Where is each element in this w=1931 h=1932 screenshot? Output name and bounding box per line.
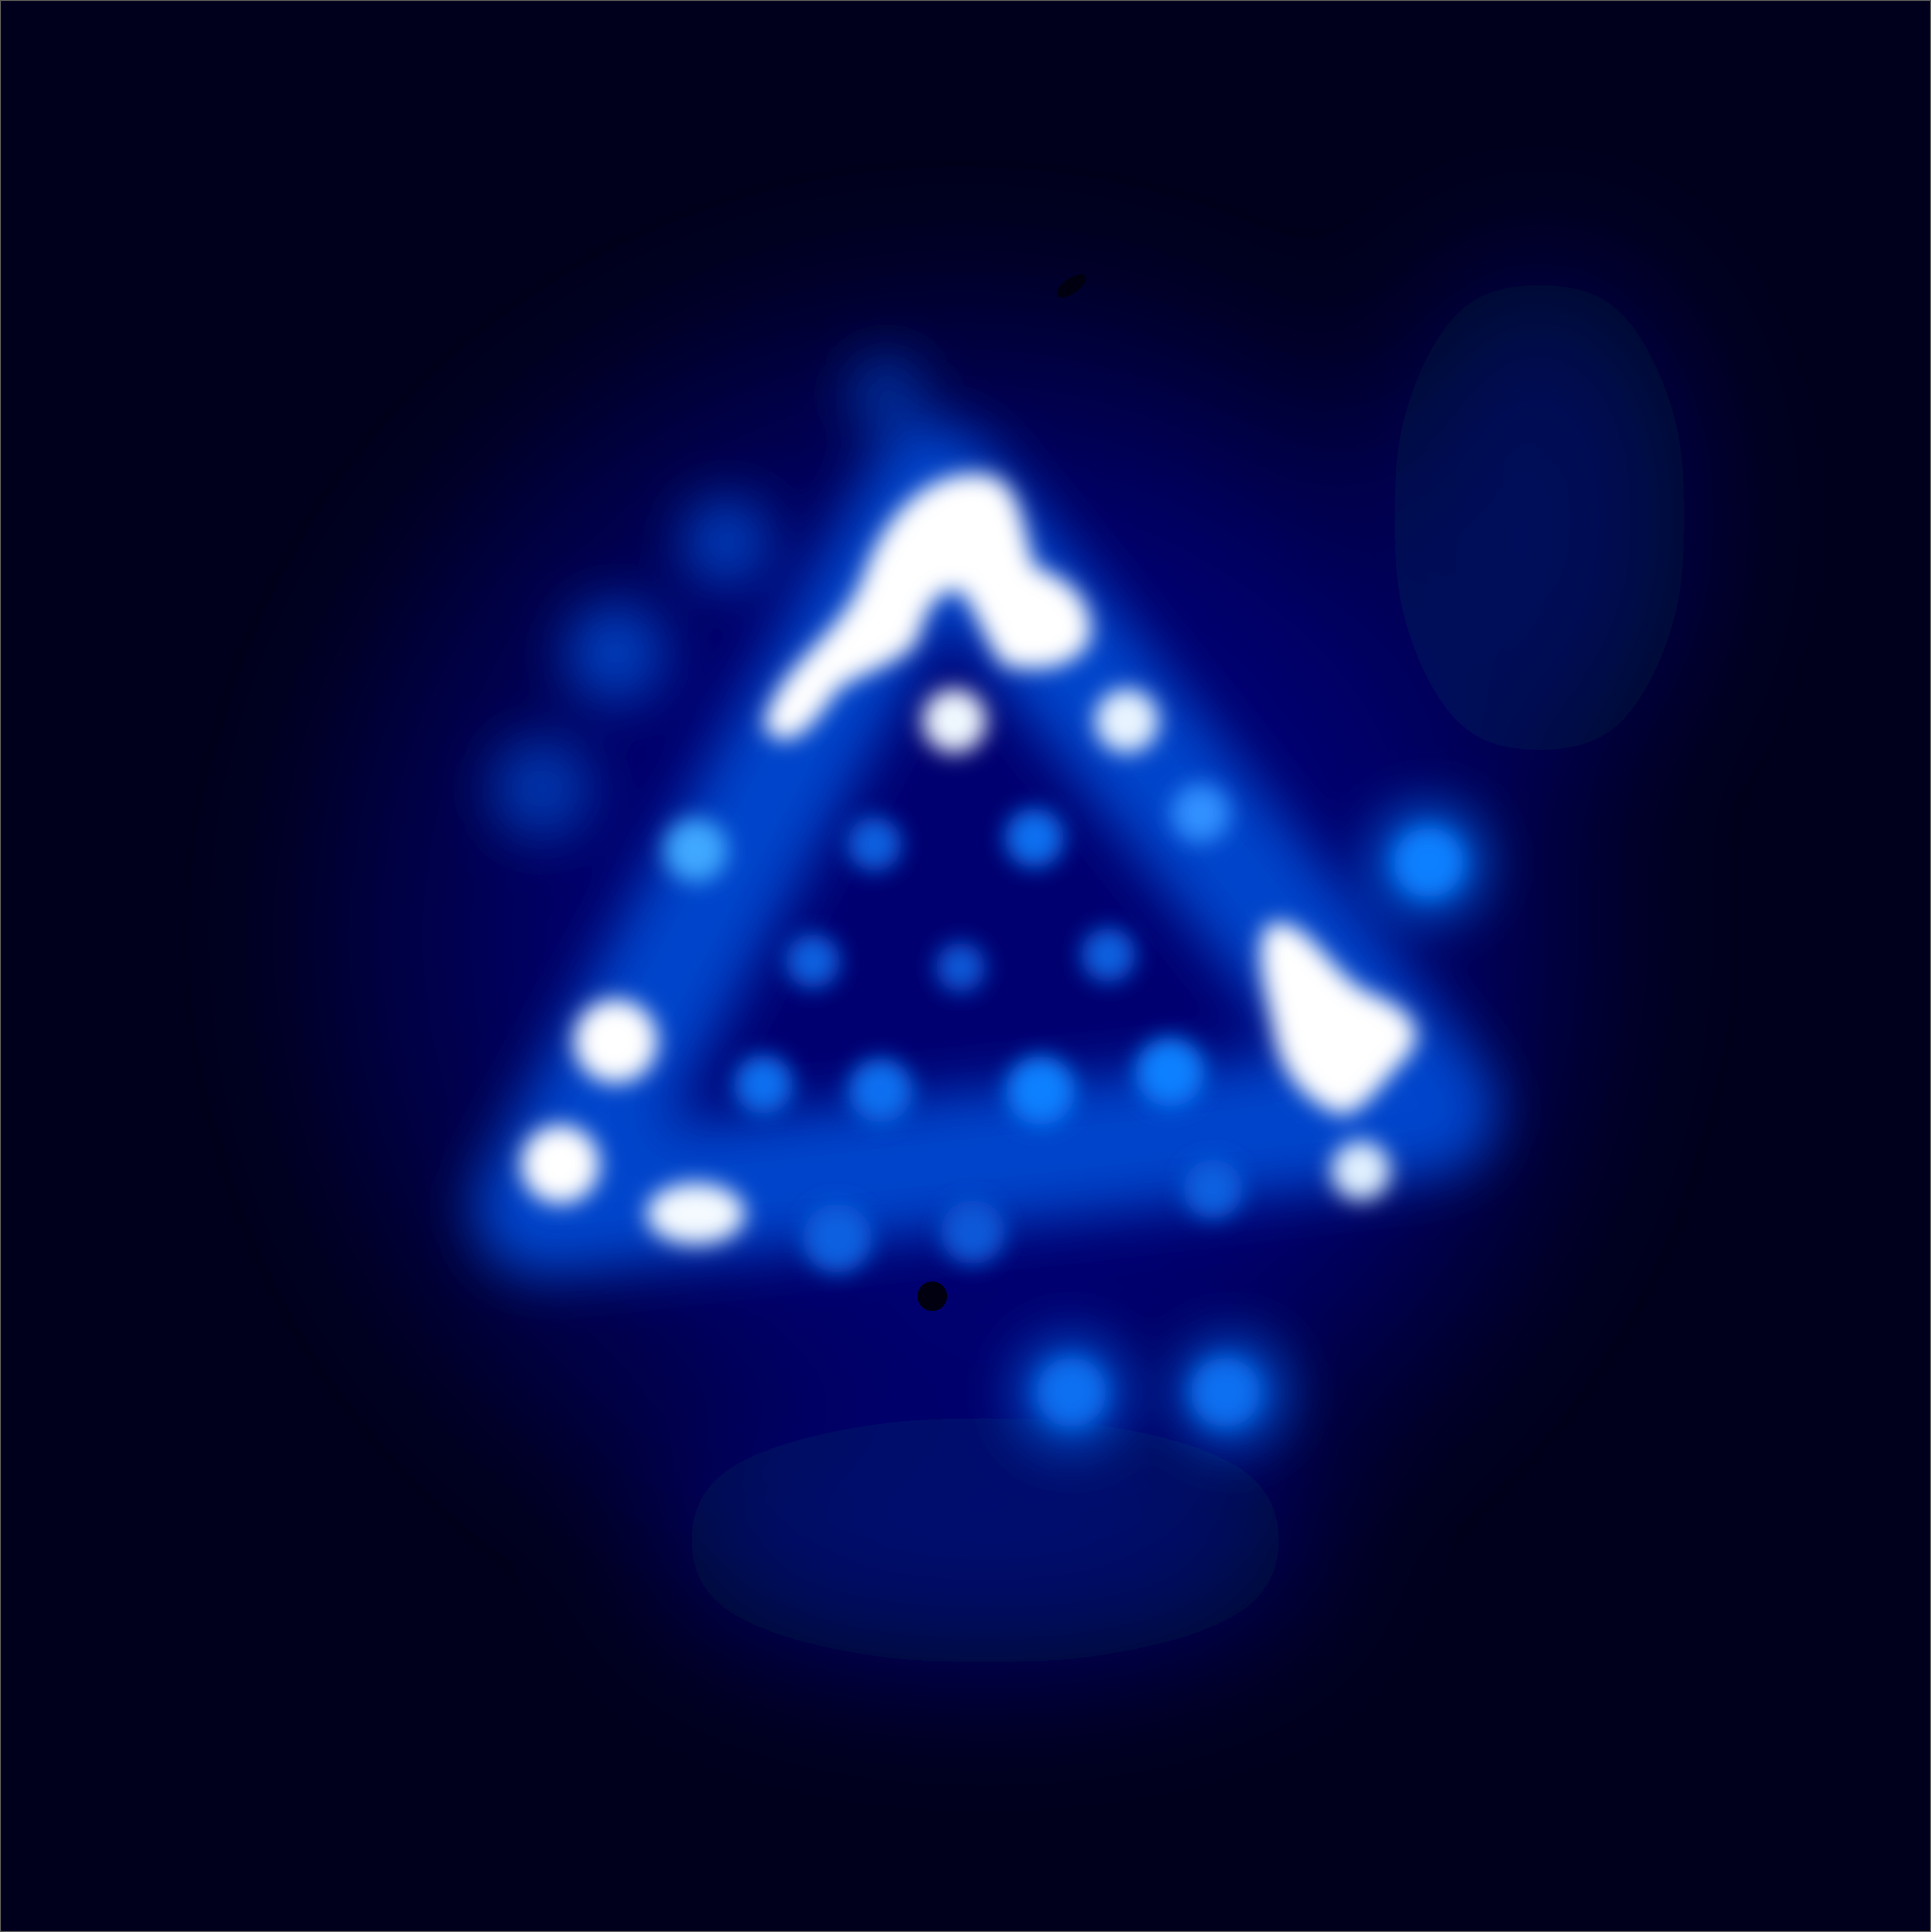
- dark-specks: [917, 274, 1087, 1311]
- spots: [664, 784, 1464, 1427]
- bright-regions: [521, 473, 1417, 1245]
